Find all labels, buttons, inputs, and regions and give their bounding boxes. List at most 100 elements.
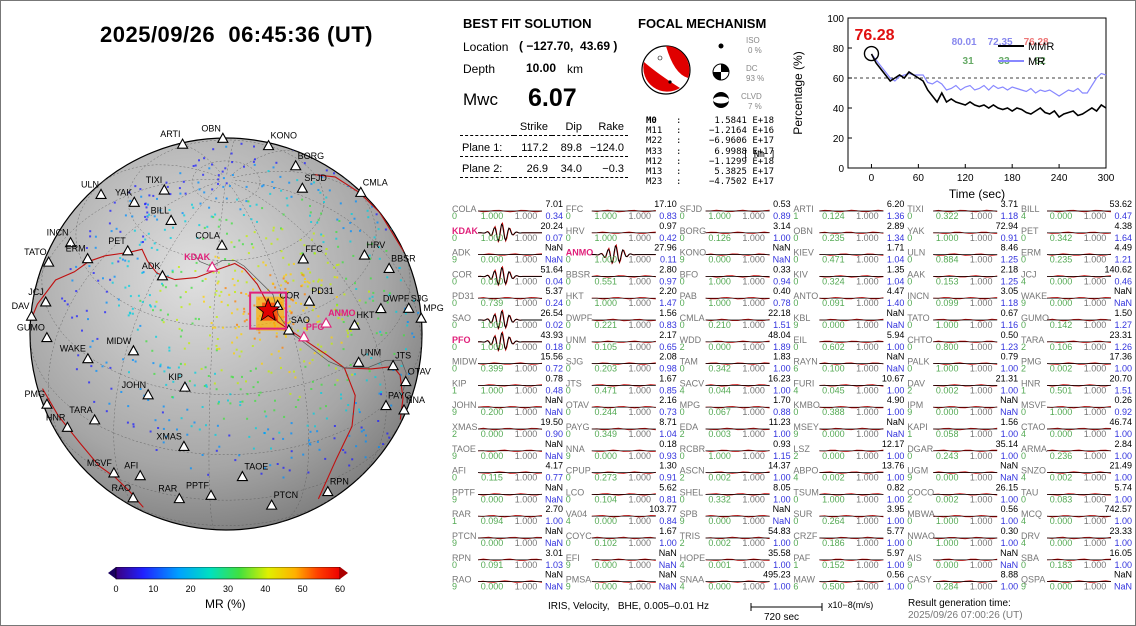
cell-right-value: NaN (1114, 298, 1132, 308)
cell-mid-value: 1.000 (708, 451, 731, 461)
station-tixi: TIXI (146, 175, 171, 195)
station-triangle-icon (374, 302, 387, 314)
coverage-dot (354, 402, 357, 404)
coverage-dot (375, 332, 378, 335)
station-triangle-icon (348, 319, 361, 330)
coverage-dot (229, 402, 232, 405)
station-triangle-icon (64, 236, 77, 248)
waveform-cell: MAW 0.566 0.500 1.000 1.00 (793, 570, 904, 592)
station-code: ARMA (1021, 444, 1047, 454)
coverage-dot (318, 290, 321, 293)
beachball-icon (641, 45, 691, 95)
coverage-dot (382, 443, 385, 446)
coverage-dot (209, 263, 211, 266)
station-code: BILL (1021, 204, 1040, 214)
observed-trace (478, 310, 542, 330)
waveform-cell: DRV 23.334 0.000 1.000 1.00 (1021, 526, 1132, 548)
cell-right-value: 1.00 (545, 516, 563, 526)
amplitude-value: NaN (545, 439, 563, 449)
cell-scale-value: 1.000 (742, 342, 765, 352)
coverage-dot (108, 402, 111, 405)
coverage-dot (388, 294, 391, 297)
station-triangle-icon (402, 302, 415, 313)
coverage-dot (408, 372, 410, 375)
coverage-dot (228, 185, 231, 188)
coverage-dot (261, 207, 264, 210)
cell-right-value: 1.00 (1001, 451, 1019, 461)
station-code: PAB (680, 291, 697, 301)
cell-right-value: 1.00 (887, 494, 905, 504)
cell-mid-value: 0.349 (595, 429, 618, 439)
coverage-dot (307, 471, 310, 474)
coverage-dot (269, 274, 272, 277)
coverage-dot (119, 257, 122, 260)
station-jts: JTS (387, 351, 411, 371)
coverage-dot (178, 187, 181, 190)
amplitude-value: NaN (1000, 395, 1018, 405)
coverage-dot (386, 202, 389, 205)
coverage-dot (161, 282, 163, 285)
coverage-dot (297, 329, 299, 332)
cell-mid-value: 0.115 (481, 473, 503, 483)
waveform-cell: BBSR 2.800 0.551 1.000 0.97 (566, 264, 677, 286)
longitude-line (32, 179, 220, 303)
waveform-cell: RPN 3.010 0.091 1.000 1.03 (452, 548, 563, 570)
cell-right-value: 1.00 (1001, 516, 1019, 526)
cell-left-value: 0 (452, 211, 457, 221)
waveform-cell: FURI 10.674 0.045 1.000 1.00 (793, 373, 904, 395)
amplitude-value: 0.56 (887, 570, 905, 580)
cell-scale-value: 1.000 (515, 429, 538, 439)
cell-left-value: 2 (793, 451, 798, 461)
amplitude-value: NaN (1000, 461, 1018, 471)
cell-mid-value: 1.000 (595, 255, 618, 265)
coverage-dot (432, 404, 434, 406)
amplitude-value: 15.56 (540, 352, 563, 362)
coverage-dot (217, 174, 220, 177)
coverage-dot (368, 370, 371, 373)
cell-scale-value: 1.000 (856, 538, 879, 548)
coverage-dot (243, 307, 246, 310)
coverage-dot (357, 167, 360, 170)
cell-right-value: NaN (1000, 560, 1018, 570)
station-triangle-icon (81, 352, 94, 364)
coverage-dot (265, 237, 268, 240)
cell-right-value: 0.47 (1114, 211, 1132, 221)
station-triangle-icon (387, 359, 400, 371)
coverage-dot (222, 417, 225, 420)
coverage-dot (117, 298, 120, 301)
coverage-dot (267, 428, 270, 431)
station-unm: UNM (352, 347, 381, 367)
coverage-dot (360, 426, 363, 429)
coverage-dot (234, 269, 237, 272)
cell-scale-value: 1.000 (1084, 276, 1107, 286)
coverage-dot (390, 404, 393, 407)
coverage-dot (176, 318, 178, 321)
cell-left-value: 0 (1021, 560, 1026, 570)
station-code: PPTF (452, 487, 476, 497)
cell-left-value: 9 (907, 473, 912, 483)
coverage-dot (159, 365, 162, 368)
station-triangle-icon (127, 491, 140, 503)
cell-mid-value: 0.124 (822, 211, 845, 221)
moment-label: M12 (646, 156, 663, 167)
station-code: KDAK (452, 226, 478, 236)
cell-mid-value: 0.058 (936, 429, 959, 439)
cell-left-value: 0 (680, 451, 685, 461)
station-code: INCN (907, 291, 929, 301)
amplitude-value: NaN (773, 243, 791, 253)
cell-mid-value: 0.000 (822, 320, 845, 330)
coverage-dot (351, 458, 354, 461)
coverage-dot (101, 365, 104, 368)
amplitude-value: 140.62 (1104, 264, 1132, 274)
coverage-dot (215, 344, 218, 347)
station-code: EDA (680, 422, 699, 432)
coverage-dot (407, 209, 410, 212)
coverage-dot (301, 198, 304, 201)
coverage-dot (209, 334, 211, 337)
coverage-dot (301, 252, 304, 255)
station-triangle-icon (265, 498, 278, 510)
coverage-dot (239, 208, 242, 211)
coverage-dot (285, 273, 288, 276)
coverage-dot (406, 189, 409, 192)
